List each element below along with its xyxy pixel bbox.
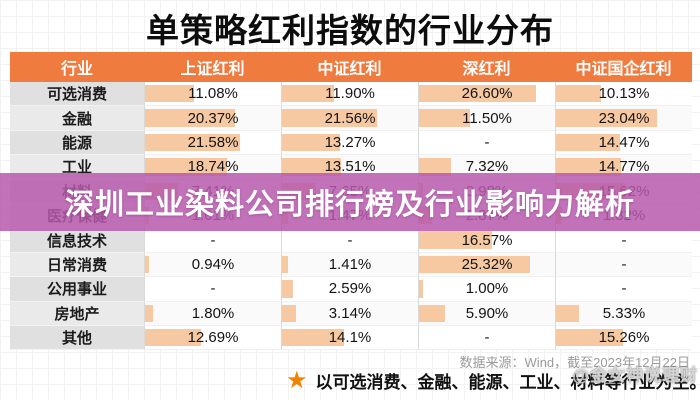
value-cell: - xyxy=(555,252,692,278)
value-cell: 14.77% xyxy=(555,155,692,180)
watermark: @金女神说理财 xyxy=(572,366,698,385)
value-cell: 0.94% xyxy=(144,252,281,278)
value-bar xyxy=(145,304,153,322)
value-cell: - xyxy=(281,228,418,253)
value-cell: - xyxy=(555,277,692,302)
industry-label: 日常消费 xyxy=(10,252,144,278)
value-bar xyxy=(419,109,470,127)
column-header: 深红利 xyxy=(462,61,511,78)
table-row: 信息技术 - -16.57% - xyxy=(10,228,692,253)
table-row: 其他 12.69% 14.1% -15.26% xyxy=(10,325,692,351)
data-source-note: 数据来源：Wind，截至2023年12月22日 xyxy=(459,355,690,370)
value-bar xyxy=(145,133,240,152)
value-bar xyxy=(556,328,624,347)
value-bar xyxy=(282,280,294,298)
table-row: 可选消费 11.08% 11.90% 26.60% 10.13% xyxy=(10,82,692,107)
value-cell: 11.08% xyxy=(144,82,281,107)
value-cell: 11.90% xyxy=(281,82,418,107)
value-bar xyxy=(282,158,342,176)
value-bar xyxy=(556,158,621,176)
value-bar xyxy=(556,304,580,322)
star-icon: ★ xyxy=(286,366,308,394)
value-cell: - xyxy=(144,277,281,302)
value-cell: 5.90% xyxy=(418,301,555,326)
value-bar xyxy=(282,109,377,127)
summary-note-text: 以可选消费、金融、能源、工业、材料等行业为主。 xyxy=(315,373,700,392)
value-cell: 21.56% xyxy=(281,106,418,131)
table-row: 日常消费 0.94% 1.41% 25.32% - xyxy=(10,252,692,278)
value-cell: - xyxy=(418,325,555,351)
value-bar xyxy=(419,304,445,322)
table-header-row: 行业 上证红利 中证红利 深红利 中证国企红利 xyxy=(10,52,692,82)
value-bar xyxy=(282,304,296,322)
industry-label: 金融 xyxy=(10,106,144,131)
value-bar xyxy=(145,109,235,127)
value-bar xyxy=(282,85,335,103)
column-header: 中证国企红利 xyxy=(575,61,672,78)
industry-label: 公用事业 xyxy=(10,277,144,302)
industry-label: 信息技术 xyxy=(10,228,144,253)
value-bar xyxy=(145,328,201,347)
summary-note: ★ 以可选消费、金融、能源、工业、材料等行业为主。 xyxy=(286,368,700,393)
value-cell: 16.57% xyxy=(418,228,555,253)
value-cell: 23.04% xyxy=(555,106,692,131)
industry-label: 能源 xyxy=(10,130,144,156)
value-bar xyxy=(145,255,150,274)
value-cell: 1.00% xyxy=(418,277,555,302)
headline-banner: 深圳工业染料公司排行榜及行业影响力解析 xyxy=(0,173,700,231)
value-bar xyxy=(556,133,620,152)
industry-label: 房地产 xyxy=(10,301,144,326)
value-cell: 15.26% xyxy=(555,325,692,351)
value-bar xyxy=(419,85,537,103)
industry-label: 可选消费 xyxy=(10,82,144,107)
value-bar xyxy=(419,255,531,274)
value-cell: 20.37% xyxy=(144,106,281,131)
value-cell: 12.69% xyxy=(144,325,281,351)
value-cell: 5.33% xyxy=(555,301,692,326)
headline-text: 深圳工业染料公司排行榜及行业影响力解析 xyxy=(64,189,635,221)
value-cell: 11.50% xyxy=(418,106,555,131)
value-cell: 13.27% xyxy=(281,130,418,156)
value-bar xyxy=(419,231,492,249)
value-cell: 21.58% xyxy=(144,130,281,156)
value-cell: - xyxy=(418,130,555,156)
value-bar xyxy=(145,85,194,103)
value-cell: 1.80% xyxy=(144,301,281,326)
table-row: 房地产 1.80% 3.14% 5.90% 5.33% xyxy=(10,301,692,326)
page-title: 单策略红利指数的行业分布 xyxy=(146,12,554,49)
table-row: 金融 20.37% 21.56% 11.50% 23.04% xyxy=(10,106,692,131)
value-bar xyxy=(556,85,601,103)
value-cell: 3.14% xyxy=(281,301,418,326)
value-cell: 26.60% xyxy=(418,82,555,107)
value-bar xyxy=(556,109,658,127)
column-header: 行业 xyxy=(60,61,93,78)
value-bar xyxy=(282,328,345,347)
value-bar xyxy=(282,255,289,274)
value-cell: - xyxy=(144,228,281,253)
table-row: 公用事业 -2.59% 1.00% - xyxy=(10,277,692,302)
value-cell: - xyxy=(555,228,692,253)
value-cell: 1.41% xyxy=(281,252,418,278)
value-cell: 2.59% xyxy=(281,277,418,302)
value-cell: 10.13% xyxy=(555,82,692,107)
table-row: 能源 21.58% 13.27% -14.47% xyxy=(10,130,692,156)
value-cell: 25.32% xyxy=(418,252,555,278)
value-bar xyxy=(419,158,452,176)
value-cell: 14.47% xyxy=(555,130,692,156)
value-bar xyxy=(282,133,341,152)
value-cell: 14.1% xyxy=(281,325,418,351)
industry-label: 其他 xyxy=(10,325,144,351)
column-header: 上证红利 xyxy=(180,61,245,78)
value-bar xyxy=(419,280,424,298)
column-header: 中证红利 xyxy=(317,61,382,78)
value-bar xyxy=(145,158,228,176)
